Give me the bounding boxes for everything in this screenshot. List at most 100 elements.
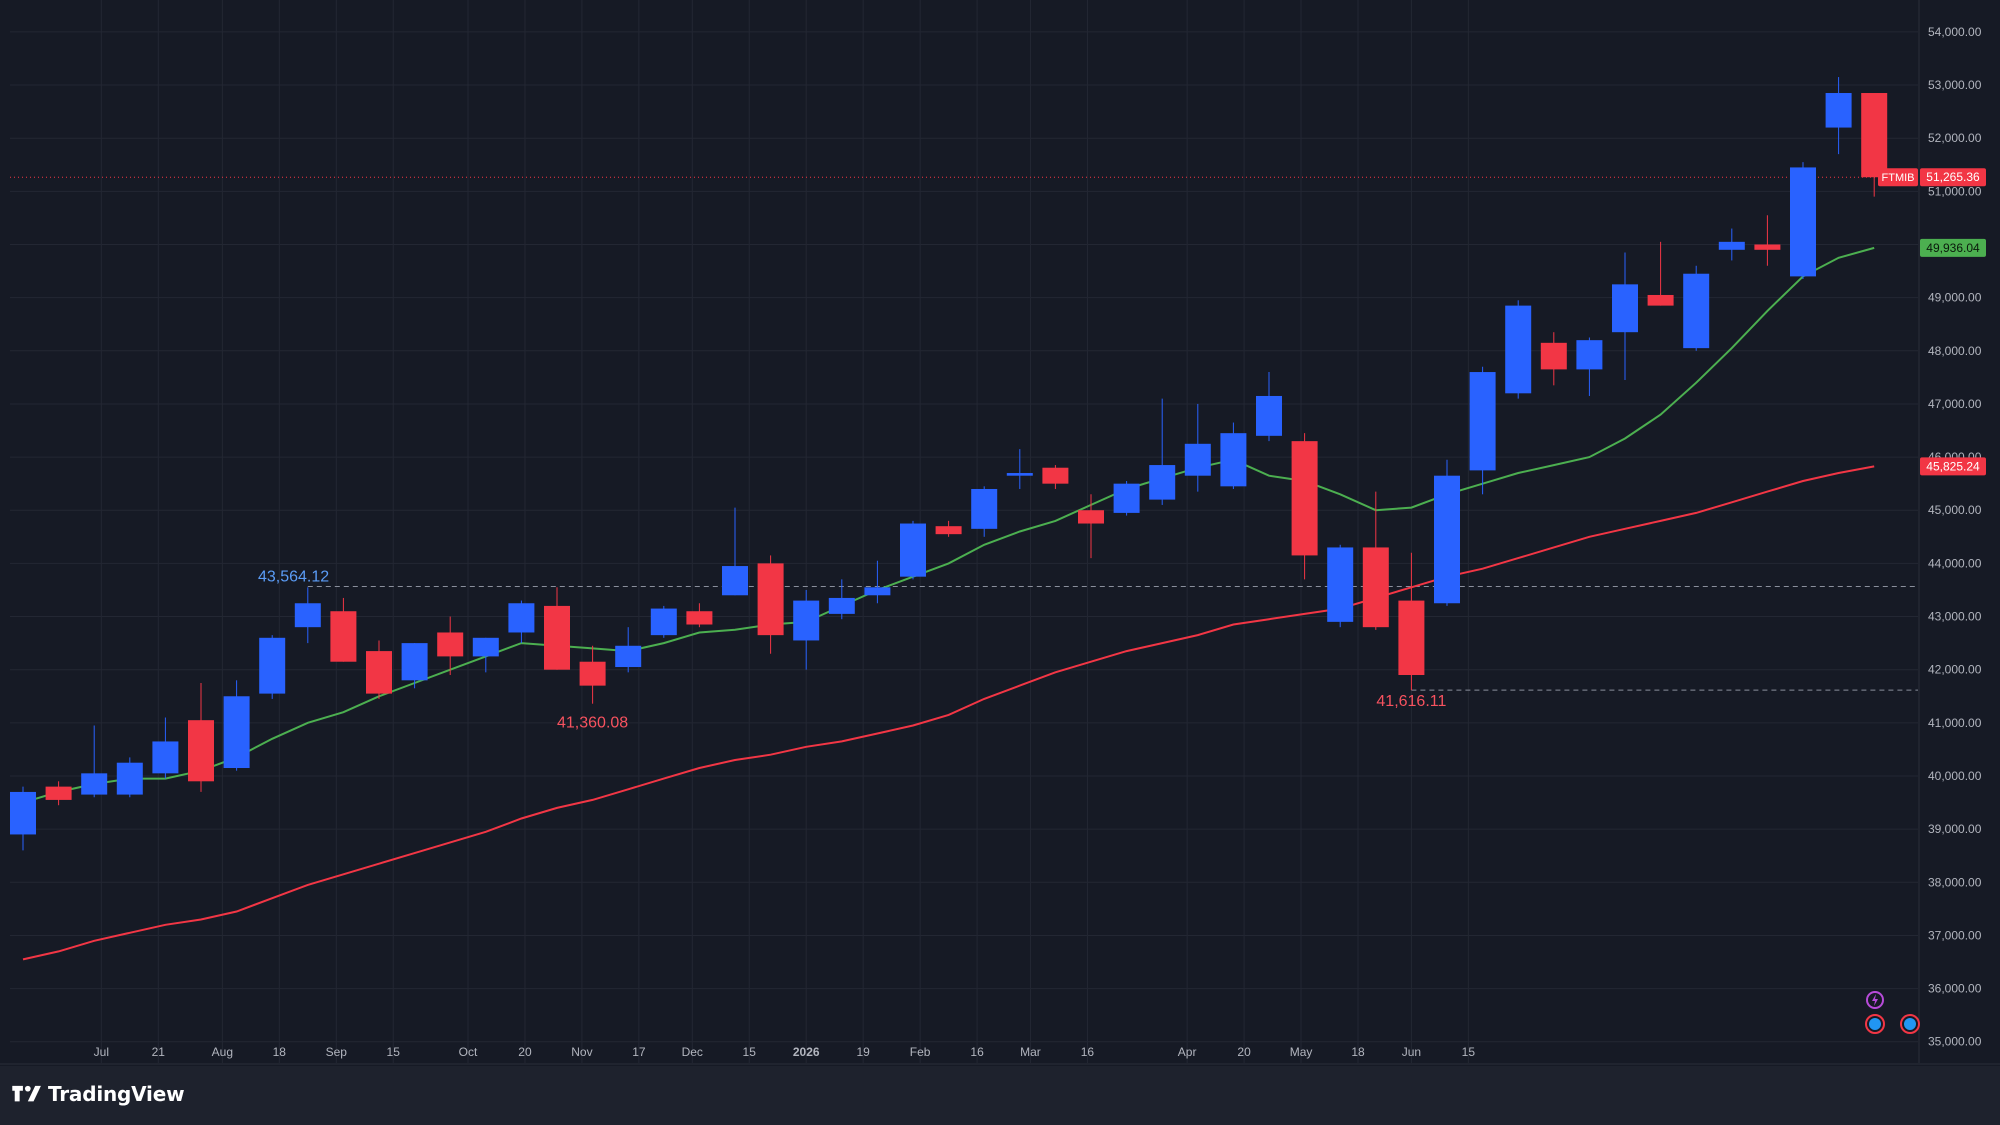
down-candle[interactable] [1291, 433, 1318, 580]
up-candle[interactable] [1220, 422, 1247, 489]
up-candle[interactable] [1434, 459, 1460, 606]
low-value-label: 41,360.08 [557, 715, 628, 732]
up-candle[interactable] [1505, 300, 1532, 399]
price-tick-label: 45,000.00 [1928, 503, 1982, 517]
price-tick-label: 48,000.00 [1928, 344, 1982, 358]
up-candle[interactable] [900, 520, 926, 580]
up-candle[interactable] [828, 579, 855, 620]
up-candle[interactable] [116, 757, 143, 798]
tradingview-brand[interactable]: TradingView [12, 1082, 185, 1106]
down-candle[interactable] [1362, 491, 1389, 630]
candle-body [1754, 244, 1781, 250]
price-chart[interactable]: 35,000.00 36,000.00 37,000.00 38,000.00 39,0… [0, 0, 2000, 1066]
candle-body [900, 523, 926, 577]
up-candle[interactable] [1790, 162, 1816, 280]
symbol-tag-box [1878, 168, 1918, 187]
candle-body [793, 600, 820, 641]
up-candle[interactable] [1006, 449, 1033, 489]
candle-body [259, 637, 286, 694]
candle-body [1576, 340, 1603, 370]
time-axis[interactable]: Jul 21 Aug 18 Sep 15 Oct 20 Nov 17 Dec 15 2026 19 Feb 1… [94, 1045, 1476, 1059]
last-price-badge[interactable]: 51,265.36 [1920, 168, 1986, 187]
up-candle[interactable] [152, 717, 179, 779]
down-candle[interactable] [544, 587, 570, 670]
up-candle[interactable] [401, 643, 428, 689]
dividend-icon[interactable] [1865, 1014, 1885, 1034]
ma-fast-price-badge[interactable]: 49,936.04 [1920, 238, 1986, 257]
up-candle[interactable] [294, 587, 321, 644]
up-candle[interactable] [1256, 372, 1282, 442]
down-candle[interactable] [45, 781, 72, 806]
dividend-icon[interactable] [1900, 1014, 1920, 1034]
price-tick-label: 36,000.00 [1928, 982, 1982, 996]
up-candle[interactable] [864, 560, 891, 604]
lightning-icon[interactable] [1866, 991, 1884, 1009]
candle-body [1505, 305, 1532, 394]
up-candle[interactable] [1113, 481, 1140, 516]
candle-body [1256, 395, 1282, 436]
down-candle[interactable] [1078, 494, 1104, 559]
candle-body [1042, 467, 1069, 484]
time-tick-label: Apr [1178, 1045, 1197, 1059]
up-candle[interactable] [1683, 265, 1710, 351]
down-candle[interactable] [188, 682, 214, 792]
up-candle[interactable] [1576, 337, 1603, 396]
ma-slow-price-badge[interactable]: 45,825.24 [1920, 457, 1986, 476]
up-candle[interactable] [650, 605, 677, 638]
down-candle[interactable] [935, 520, 962, 537]
up-candle[interactable] [1718, 228, 1745, 261]
up-candle[interactable] [508, 600, 535, 644]
up-candle[interactable] [259, 635, 286, 699]
up-candle[interactable] [1469, 366, 1496, 495]
up-candle[interactable] [1327, 544, 1354, 628]
up-candle[interactable] [472, 637, 499, 673]
up-candle[interactable] [1184, 403, 1211, 492]
price-tick-label: 41,000.00 [1928, 716, 1982, 730]
down-candle[interactable] [1398, 552, 1425, 691]
symbol-tag[interactable]: FTMIB [1878, 168, 1918, 187]
up-candle[interactable] [1825, 77, 1852, 155]
candle-body [686, 611, 713, 625]
down-candle[interactable] [1540, 332, 1567, 386]
down-candle[interactable] [366, 640, 392, 699]
time-tick-label: 16 [1081, 1045, 1095, 1059]
candle-body [544, 605, 570, 670]
down-candle[interactable] [330, 597, 357, 662]
up-candle[interactable] [971, 486, 998, 537]
price-tick-label: 47,000.00 [1928, 397, 1982, 411]
up-candle[interactable] [223, 680, 250, 771]
up-candle[interactable] [1149, 398, 1176, 505]
event-markers[interactable] [1865, 991, 1920, 1034]
candles[interactable] [10, 77, 1888, 851]
down-candle[interactable] [757, 555, 784, 654]
brand-name: TradingView [48, 1082, 185, 1106]
candle-body [1220, 433, 1247, 487]
dividend-icon-outer [1865, 1014, 1885, 1034]
down-candle[interactable] [1754, 215, 1781, 266]
down-candle[interactable] [686, 603, 713, 628]
up-candle[interactable] [793, 589, 820, 670]
ma-fast-line [22, 246, 1875, 804]
candle-body [401, 643, 428, 681]
up-candle[interactable] [722, 507, 748, 596]
down-candle[interactable] [579, 645, 606, 704]
up-candle[interactable] [615, 627, 642, 673]
candle-body [472, 637, 499, 657]
candle-body [508, 603, 535, 633]
time-tick-label: 15 [743, 1045, 757, 1059]
up-candle[interactable] [10, 786, 36, 851]
down-candle[interactable] [1042, 465, 1069, 489]
candle-body [615, 645, 642, 668]
down-candle[interactable] [437, 616, 464, 676]
time-tick-label: 20 [518, 1045, 532, 1059]
up-candle[interactable] [81, 725, 108, 798]
down-candle[interactable] [1861, 93, 1888, 197]
candle-body [45, 786, 72, 800]
time-tick-label: Jun [1402, 1045, 1421, 1059]
candle-body [971, 488, 998, 529]
up-candle[interactable] [1612, 252, 1638, 381]
down-candle[interactable] [1647, 241, 1674, 306]
ma-fast-price-badge-box [1920, 238, 1986, 257]
price-tick-label: 44,000.00 [1928, 556, 1982, 570]
